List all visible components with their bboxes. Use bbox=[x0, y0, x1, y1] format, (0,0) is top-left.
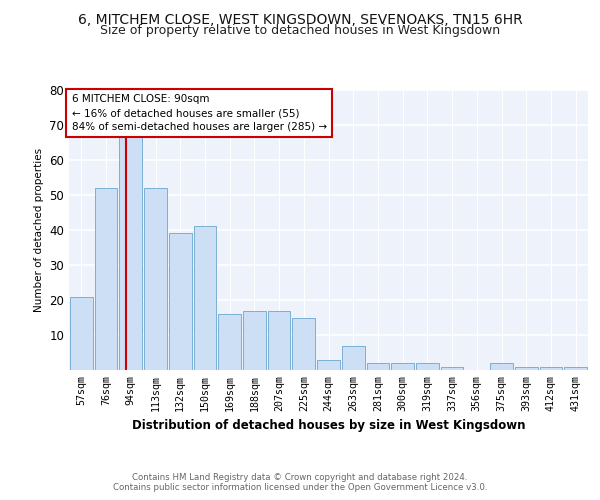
Bar bbox=[441, 366, 463, 370]
Bar bbox=[317, 360, 340, 370]
Bar bbox=[416, 363, 439, 370]
Bar bbox=[391, 363, 414, 370]
Bar bbox=[70, 296, 93, 370]
Text: Contains public sector information licensed under the Open Government Licence v3: Contains public sector information licen… bbox=[113, 484, 487, 492]
Bar bbox=[539, 366, 562, 370]
Bar bbox=[243, 310, 266, 370]
Text: 6, MITCHEM CLOSE, WEST KINGSDOWN, SEVENOAKS, TN15 6HR: 6, MITCHEM CLOSE, WEST KINGSDOWN, SEVENO… bbox=[77, 12, 523, 26]
Bar bbox=[194, 226, 216, 370]
Bar bbox=[119, 136, 142, 370]
Text: Contains HM Land Registry data © Crown copyright and database right 2024.: Contains HM Land Registry data © Crown c… bbox=[132, 472, 468, 482]
Bar bbox=[144, 188, 167, 370]
Bar bbox=[564, 366, 587, 370]
Y-axis label: Number of detached properties: Number of detached properties bbox=[34, 148, 44, 312]
Text: 6 MITCHEM CLOSE: 90sqm
← 16% of detached houses are smaller (55)
84% of semi-det: 6 MITCHEM CLOSE: 90sqm ← 16% of detached… bbox=[71, 94, 327, 132]
Text: Size of property relative to detached houses in West Kingsdown: Size of property relative to detached ho… bbox=[100, 24, 500, 37]
X-axis label: Distribution of detached houses by size in West Kingsdown: Distribution of detached houses by size … bbox=[132, 419, 525, 432]
Bar bbox=[95, 188, 118, 370]
Bar bbox=[292, 318, 315, 370]
Bar bbox=[268, 310, 290, 370]
Bar bbox=[342, 346, 365, 370]
Bar bbox=[169, 234, 191, 370]
Bar bbox=[490, 363, 513, 370]
Bar bbox=[218, 314, 241, 370]
Bar bbox=[367, 363, 389, 370]
Bar bbox=[515, 366, 538, 370]
